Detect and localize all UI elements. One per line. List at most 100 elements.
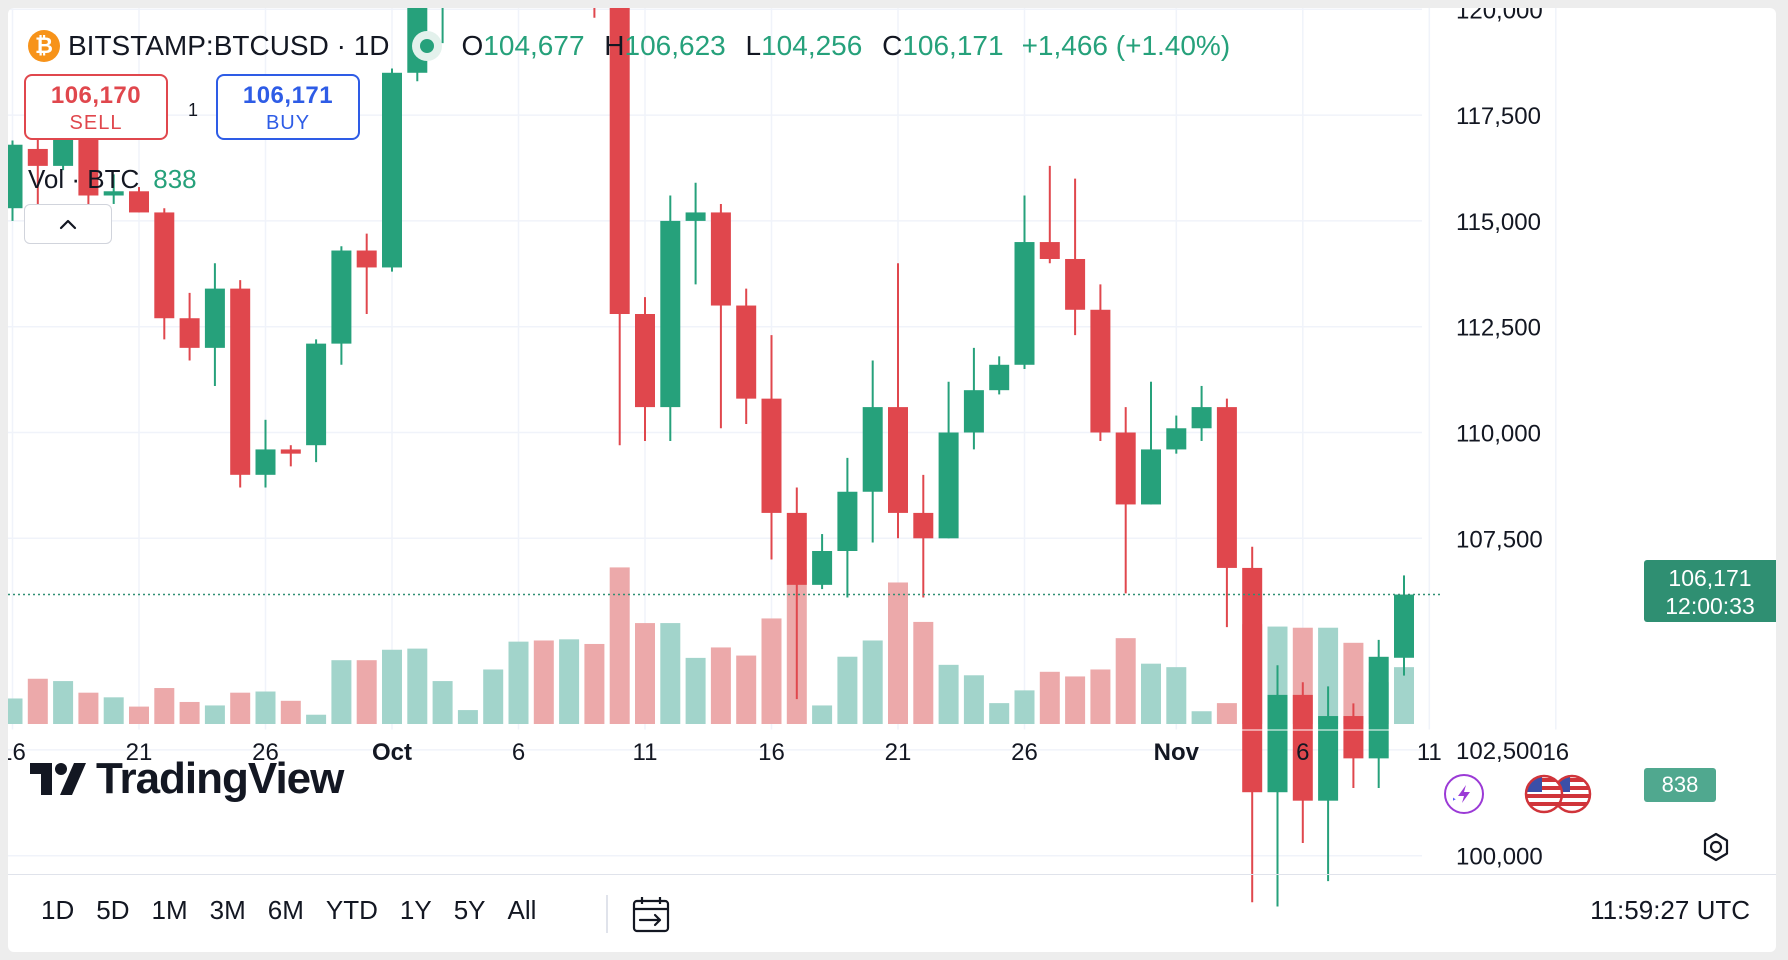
calendar-range-icon — [632, 897, 670, 933]
candle-layer — [8, 8, 1414, 907]
volume-bar — [154, 688, 175, 724]
collapse-legend-button[interactable] — [24, 204, 112, 244]
range-tab-1y[interactable]: 1Y — [399, 895, 432, 925]
candle — [1318, 686, 1339, 882]
candle-body — [204, 288, 225, 348]
candle-body — [179, 318, 200, 348]
range-tab-6m[interactable]: 6M — [267, 895, 304, 925]
candle-body — [53, 136, 74, 166]
volume-bar — [356, 660, 377, 724]
candle-body — [382, 72, 402, 268]
y-tick-label: 117,500 — [1456, 103, 1541, 130]
volume-bar — [78, 692, 99, 724]
bitcoin-logo-icon: ₿ — [28, 30, 60, 62]
range-tab-5d[interactable]: 5D — [96, 895, 130, 925]
lightning-button[interactable] — [1444, 774, 1484, 814]
chart-settings-button[interactable] — [1698, 830, 1734, 866]
symbol-title[interactable]: BITSTAMP:BTCUSD · 1D — [68, 30, 390, 61]
candle-body — [989, 364, 1010, 391]
spread-value: 1 — [188, 100, 199, 120]
volume-bar — [1014, 690, 1035, 724]
x-tick-label: 21 — [126, 739, 153, 766]
candle-body — [1191, 407, 1212, 429]
candle — [1292, 682, 1313, 844]
candle — [280, 445, 301, 467]
range-tab-3m[interactable]: 3M — [209, 895, 246, 925]
ohlc-high-value: 106,623 — [624, 30, 726, 61]
x-tick-label: 16 — [758, 739, 785, 766]
volume-bar — [635, 623, 655, 724]
bottom-toolbar: 1D 5D 1M 3M 6M YTD 1Y 5Y All 11:59:27 UT… — [8, 874, 1776, 952]
volume-legend[interactable]: Vol · BTC 838 — [28, 164, 197, 195]
utc-clock[interactable]: 11:59:27 UTC — [1590, 895, 1750, 925]
volume-bar — [1065, 676, 1086, 724]
candle — [635, 297, 655, 441]
range-tab-all[interactable]: All — [507, 895, 537, 925]
candle — [761, 335, 782, 560]
candle-body — [1115, 432, 1136, 505]
candle-body — [862, 407, 883, 492]
candle — [660, 195, 681, 441]
candle-body — [1318, 716, 1339, 801]
volume-bar — [584, 643, 605, 724]
candle — [204, 263, 225, 386]
sell-label: SELL — [69, 112, 123, 134]
volume-bar — [938, 664, 959, 724]
gear-icon — [1703, 832, 1729, 862]
candle-body — [1090, 309, 1111, 433]
candle — [837, 457, 858, 598]
candle — [230, 280, 251, 488]
range-tab-ytd[interactable]: YTD — [325, 895, 378, 925]
y-tick-label: 100,000 — [1456, 844, 1543, 871]
volume-layer — [8, 567, 1414, 724]
x-tick-label: 11 — [633, 739, 658, 766]
range-tab-1d[interactable]: 1D — [41, 895, 75, 925]
candle-body — [888, 407, 908, 513]
candle-body — [710, 212, 731, 306]
candle-body — [1014, 242, 1035, 365]
volume-bar — [1039, 671, 1060, 724]
sell-price: 106,170 — [50, 82, 142, 109]
go-to-date-button[interactable] — [630, 895, 672, 935]
chart-canvas[interactable]: 100,000 102,500 107,500 110,000 112,500 115,0… — [8, 8, 1776, 952]
x-tick-label: 11 — [1417, 739, 1442, 766]
candle — [1115, 407, 1136, 594]
ohlc-low-key: L — [745, 30, 762, 61]
volume-bar — [230, 692, 251, 724]
candle — [963, 347, 984, 450]
volume-bar — [331, 660, 352, 724]
buy-label: BUY — [265, 112, 311, 134]
range-tab-5y[interactable]: 5Y — [453, 895, 486, 925]
candle — [862, 360, 883, 543]
tradingview-wordmark: TradingView — [96, 754, 344, 803]
volume-bar — [559, 639, 580, 724]
volume-bar — [1191, 711, 1212, 724]
candle-body — [1242, 567, 1263, 793]
economic-events-button[interactable] — [1520, 772, 1596, 816]
candle-body — [609, 8, 630, 315]
volume-bar — [1166, 667, 1187, 724]
volume-bar — [483, 669, 504, 724]
range-tab-1m[interactable]: 1M — [151, 895, 188, 925]
ohlc-low-value: 104,256 — [761, 30, 863, 61]
volume-bar — [1141, 663, 1161, 724]
candle-body — [1039, 242, 1060, 259]
volume-bar — [609, 567, 630, 724]
sell-button[interactable]: 106,170 SELL — [24, 74, 168, 140]
buy-button[interactable]: 106,171 BUY — [216, 74, 360, 140]
candle — [888, 263, 908, 539]
volume-legend-label: Vol · BTC — [28, 164, 140, 194]
symbol-legend[interactable]: ₿ BITSTAMP:BTCUSD · 1D O104,677 H106,623… — [28, 28, 1230, 64]
us-flag-icon — [1524, 774, 1592, 814]
x-tick-label: 26 — [1011, 739, 1038, 766]
date-range-tabs: 1D 5D 1M 3M 6M YTD 1Y 5Y All — [30, 887, 547, 934]
candle — [1166, 415, 1187, 454]
candle — [255, 419, 276, 488]
candle-body — [1216, 407, 1237, 568]
candle-body — [103, 191, 124, 196]
tradingview-watermark[interactable]: TradingView — [28, 754, 344, 804]
candle — [1267, 665, 1288, 907]
volume-bar — [255, 691, 276, 724]
y-tick-label: 112,500 — [1456, 315, 1541, 342]
ohlc-values: O104,677 H106,623 L104,256 C106,171 — [450, 30, 1004, 62]
